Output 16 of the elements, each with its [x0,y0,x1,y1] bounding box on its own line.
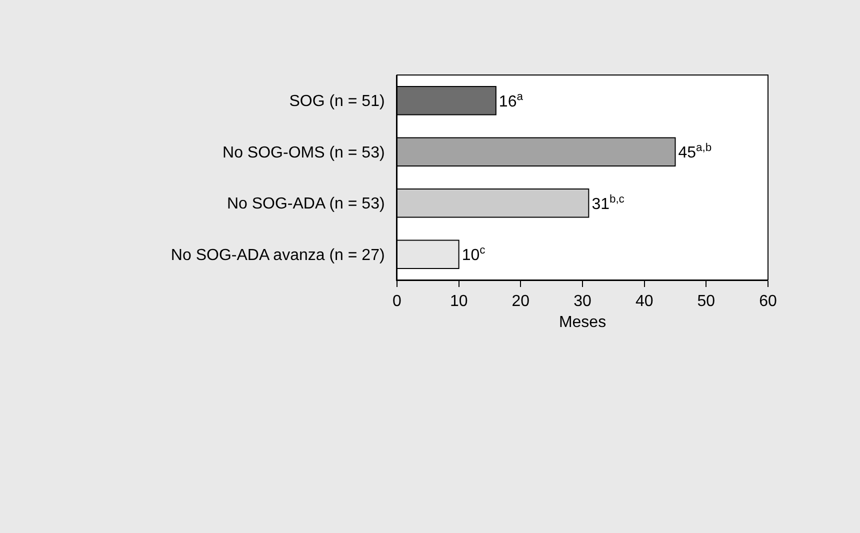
y-tick-label: SOG (n = 51) [289,93,385,110]
data-label: 45$^{a,b}$ [678,142,712,162]
x-axis-title: Meses [558,314,606,331]
data-label: 31$^{b,c}$ [592,193,625,213]
data-label: 16$^{a}$ [498,90,524,110]
x-tick-label: 60 [759,293,777,310]
x-tick-label: 0 [392,293,402,310]
x-tick-label: 20 [512,293,530,310]
x-tick-label: 50 [697,293,716,310]
y-tick-label: No SOG-ADA (n = 53) [226,196,385,213]
data-label: 10$^{c}$ [462,244,486,264]
y-tick-label: No SOG-OMS (n = 53) [222,144,385,162]
y-tick-label: No SOG-ADA avanza (n = 27) [170,246,385,264]
x-tick-label: 30 [574,293,592,310]
x-tick-label: 40 [635,293,654,310]
x-tick-label: 10 [450,293,468,310]
